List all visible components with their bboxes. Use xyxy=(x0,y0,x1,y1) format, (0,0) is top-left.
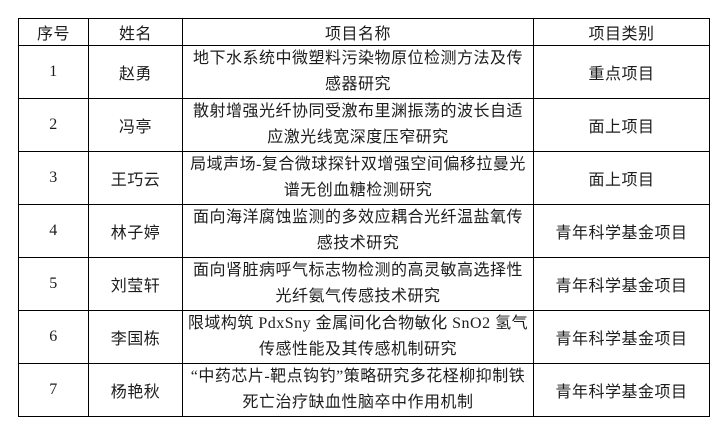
row-no: 6 xyxy=(18,310,89,364)
row-no: 1 xyxy=(18,45,89,99)
header-project: 项目名称 xyxy=(182,18,534,46)
category-cell: 青年科学基金项目 xyxy=(533,310,710,364)
category-cell: 青年科学基金项目 xyxy=(533,204,710,258)
project-cell: “中药芯片-靶点钩钓”策略研究多花柽柳抑制铁死亡治疗缺血性脑卒中作用机制 xyxy=(182,363,534,417)
name-cell: 刘莹轩 xyxy=(88,257,183,311)
name-cell: 赵勇 xyxy=(88,45,183,99)
category-cell: 青年科学基金项目 xyxy=(533,257,710,311)
project-table: 序号 姓名 项目名称 项目类别 1 赵勇 地下水系统中微塑料污染物原位检测方法及… xyxy=(18,18,710,417)
row-no: 5 xyxy=(18,257,89,311)
name-cell: 杨艳秋 xyxy=(88,363,183,417)
project-cell: 散射增强光纤协同受激布里渊振荡的波长自适应激光线宽深度压窄研究 xyxy=(182,98,534,152)
category-cell: 面上项目 xyxy=(533,98,710,152)
row-no: 2 xyxy=(18,98,89,152)
table-row: 4 林子婷 面向海洋腐蚀监测的多效应耦合光纤温盐氧传感技术研究 青年科学基金项目 xyxy=(18,204,710,258)
header-name: 姓名 xyxy=(88,18,183,46)
header-category: 项目类别 xyxy=(533,18,710,46)
table-row: 6 李国栋 限域构筑 PdxSny 金属间化合物敏化 SnO2 氢气传感性能及其… xyxy=(18,310,710,364)
category-cell: 青年科学基金项目 xyxy=(533,363,710,417)
project-cell: 限域构筑 PdxSny 金属间化合物敏化 SnO2 氢气传感性能及其传感机制研究 xyxy=(182,310,534,364)
project-cell: 地下水系统中微塑料污染物原位检测方法及传感器研究 xyxy=(182,45,534,99)
row-no: 4 xyxy=(18,204,89,258)
table-row: 5 刘莹轩 面向肾脏病呼气标志物检测的高灵敏高选择性光纤氨气传感技术研究 青年科… xyxy=(18,257,710,311)
table-header-row: 序号 姓名 项目名称 项目类别 xyxy=(18,18,710,46)
project-cell: 面向海洋腐蚀监测的多效应耦合光纤温盐氧传感技术研究 xyxy=(182,204,534,258)
row-no: 3 xyxy=(18,151,89,205)
project-cell: 面向肾脏病呼气标志物检测的高灵敏高选择性光纤氨气传感技术研究 xyxy=(182,257,534,311)
category-cell: 重点项目 xyxy=(533,45,710,99)
project-cell: 局域声场-复合微球探针双增强空间偏移拉曼光谱无创血糖检测研究 xyxy=(182,151,534,205)
category-cell: 面上项目 xyxy=(533,151,710,205)
name-cell: 林子婷 xyxy=(88,204,183,258)
name-cell: 李国栋 xyxy=(88,310,183,364)
header-no: 序号 xyxy=(18,18,89,46)
table-row: 7 杨艳秋 “中药芯片-靶点钩钓”策略研究多花柽柳抑制铁死亡治疗缺血性脑卒中作用… xyxy=(18,363,710,417)
table-row: 3 王巧云 局域声场-复合微球探针双增强空间偏移拉曼光谱无创血糖检测研究 面上项… xyxy=(18,151,710,205)
table-row: 2 冯亭 散射增强光纤协同受激布里渊振荡的波长自适应激光线宽深度压窄研究 面上项… xyxy=(18,98,710,152)
row-no: 7 xyxy=(18,363,89,417)
name-cell: 王巧云 xyxy=(88,151,183,205)
table-row: 1 赵勇 地下水系统中微塑料污染物原位检测方法及传感器研究 重点项目 xyxy=(18,45,710,99)
name-cell: 冯亭 xyxy=(88,98,183,152)
